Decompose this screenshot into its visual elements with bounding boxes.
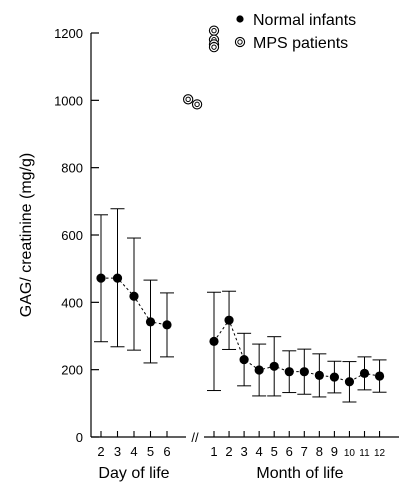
normal-infants-point bbox=[209, 336, 219, 346]
x-tick-label: 3 bbox=[240, 444, 247, 459]
normal-infants-point bbox=[162, 320, 172, 330]
x-tick-label: 12 bbox=[374, 448, 386, 459]
y-tick-label: 600 bbox=[61, 228, 83, 243]
x-group-label: Month of life bbox=[256, 465, 343, 482]
normal-infants-point bbox=[374, 371, 385, 381]
y-tick-label: 1200 bbox=[54, 26, 83, 41]
legend-item: MPS patients bbox=[234, 35, 348, 52]
normal-infants-point bbox=[359, 368, 370, 378]
x-tick-label: 3 bbox=[114, 444, 121, 459]
legend-label: MPS patients bbox=[253, 35, 348, 52]
x-tick-label: 6 bbox=[286, 444, 293, 459]
normal-infants-point bbox=[269, 361, 279, 371]
y-tick-label: 400 bbox=[61, 295, 83, 310]
normal-infants-point bbox=[145, 317, 156, 327]
x-tick-label: 4 bbox=[256, 444, 263, 459]
normal-infants-point bbox=[239, 354, 249, 365]
normal-infants-point bbox=[112, 273, 123, 283]
y-tick-label: 1000 bbox=[54, 93, 83, 108]
x-tick-label: 5 bbox=[147, 444, 154, 459]
normal-infants-point bbox=[329, 372, 339, 382]
normal-infants-point bbox=[344, 377, 355, 387]
mps-patient-point bbox=[208, 41, 220, 53]
y-tick-label: 800 bbox=[61, 161, 83, 176]
legend-item: Normal infants bbox=[236, 12, 356, 29]
x-tick-label: 9 bbox=[331, 444, 338, 459]
x-tick-label: 10 bbox=[344, 448, 356, 459]
normal-infants-line bbox=[213, 319, 380, 383]
normal-infants-point bbox=[314, 370, 324, 380]
legend: Normal infants MPS patients bbox=[234, 12, 356, 52]
x-tick-label: 2 bbox=[97, 444, 104, 459]
normal-infants-point bbox=[224, 315, 234, 325]
x-tick-label: 4 bbox=[130, 444, 137, 459]
legend-label: Normal infants bbox=[253, 12, 356, 29]
y-axis-title: GAG/ creatinine (mg/g) bbox=[18, 153, 35, 318]
normal-infants-point bbox=[284, 367, 294, 377]
normal-infants-point bbox=[129, 291, 139, 301]
x-tick-label: 6 bbox=[163, 444, 170, 459]
normal-infants-point bbox=[96, 273, 106, 283]
y-tick-label: 0 bbox=[76, 430, 83, 445]
x-tick-label: 7 bbox=[301, 444, 308, 459]
axis-break-mark: // bbox=[191, 430, 199, 445]
legend-marker-filled bbox=[236, 15, 244, 23]
y-tick-label: 200 bbox=[61, 363, 83, 378]
x-tick-label: 11 bbox=[359, 448, 370, 459]
normal-infants-point bbox=[254, 365, 264, 375]
normal-infants-point bbox=[299, 367, 309, 377]
connector-lines bbox=[101, 277, 380, 383]
mps-patient-point bbox=[182, 94, 194, 105]
legend-marker-double bbox=[234, 36, 246, 48]
x-tick-label: 5 bbox=[271, 444, 278, 459]
x-tick-label: 8 bbox=[316, 444, 323, 459]
mps-patient-point bbox=[208, 25, 220, 36]
x-group-label: Day of life bbox=[98, 465, 169, 482]
error-bars bbox=[94, 208, 387, 403]
x-tick-label: 2 bbox=[225, 444, 232, 459]
data-points bbox=[96, 25, 385, 387]
mps-patient-point bbox=[191, 99, 203, 110]
x-tick-label: 1 bbox=[210, 444, 217, 459]
